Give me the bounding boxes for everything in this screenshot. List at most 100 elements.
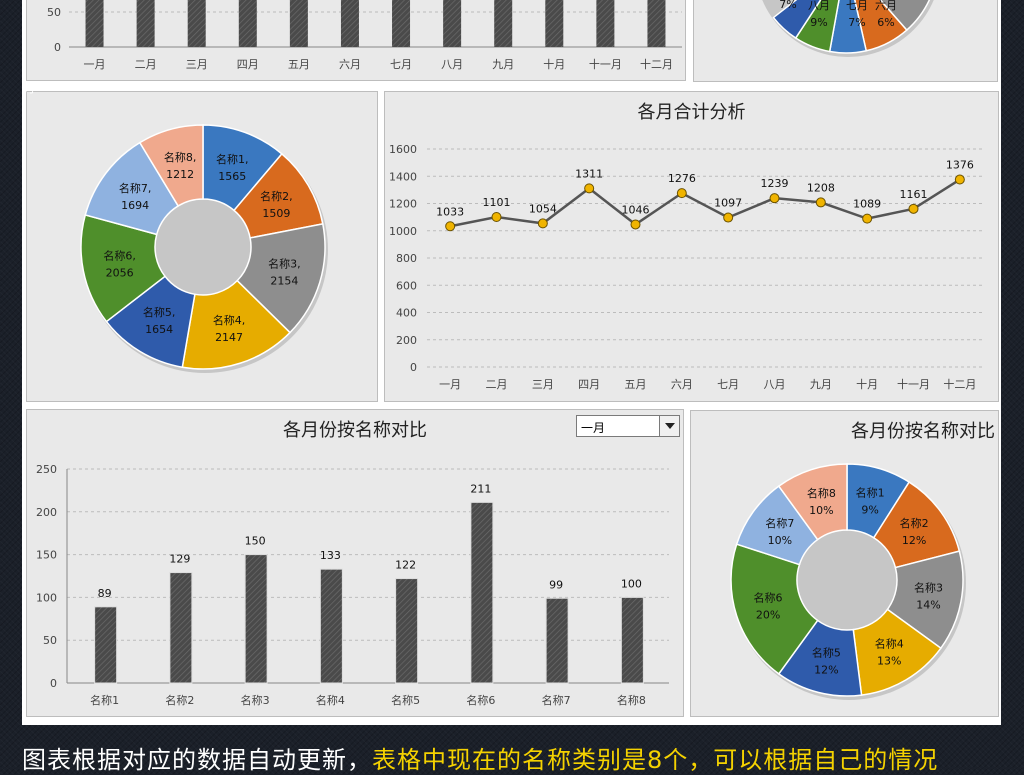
slice-label: 13% bbox=[877, 654, 901, 667]
slice-label: 7% bbox=[779, 0, 796, 11]
x-tick-label: 七月 bbox=[717, 378, 739, 391]
data-label: 100 bbox=[621, 577, 642, 590]
sheet-edge-text: 月 bbox=[24, 82, 35, 95]
bar-chart-title: 各月份按名称对比 bbox=[283, 420, 427, 441]
slice-label: 2154 bbox=[270, 275, 298, 288]
bar bbox=[596, 0, 615, 47]
data-label: 1376 bbox=[946, 159, 974, 172]
bar bbox=[545, 0, 564, 47]
x-tick-label: 六月 bbox=[339, 58, 361, 71]
x-tick-label: 名称3 bbox=[241, 693, 270, 707]
monthly-total-line-chart: 0 200 400 600 800 1000 1200 1400 1600 一月 二月 三月 四月 五月 六… bbox=[389, 143, 983, 391]
data-label: 211 bbox=[470, 482, 491, 495]
slice-label: 12% bbox=[814, 663, 838, 676]
donut-slice bbox=[138, 124, 204, 207]
bar bbox=[289, 0, 308, 47]
month-name-donut-chart: 名称1 9% 名称2 12% 名称3 14% 名称4 13% 名称5 12% 名称6 20% 名称7 10… bbox=[730, 463, 966, 700]
line-chart-title: 各月合计分析 bbox=[637, 102, 746, 123]
slice-label: 10% bbox=[809, 504, 833, 517]
data-point bbox=[954, 174, 965, 185]
donut-chart-title: 各月份按名称对比 bbox=[851, 421, 995, 442]
bar bbox=[340, 0, 359, 47]
y-tick-label: 150 bbox=[36, 549, 57, 562]
x-tick-label: 十二月 bbox=[943, 377, 976, 391]
y-tick-label: 0 bbox=[410, 361, 417, 374]
x-tick-label: 八月 bbox=[441, 58, 463, 71]
data-label: 1097 bbox=[714, 197, 742, 210]
bar bbox=[620, 596, 644, 684]
bar bbox=[238, 0, 257, 47]
spreadsheet-dashboard: 0 50 一月 二月 三月 四月 五月 六月 七月 八月 九月 十月 十一月 十二月 7% 八月 9% 七月 7%… bbox=[22, 0, 1001, 725]
slice-label: 12% bbox=[902, 534, 926, 547]
bar bbox=[470, 501, 494, 684]
bar bbox=[244, 554, 268, 684]
bar bbox=[545, 597, 569, 684]
slice-label: 名称7 bbox=[765, 516, 794, 530]
slice-label: 10% bbox=[768, 534, 792, 547]
dropdown-arrow-button[interactable] bbox=[659, 416, 679, 436]
y-tick-label: 600 bbox=[396, 279, 417, 292]
slice-label: 七月 bbox=[846, 0, 868, 12]
data-point bbox=[862, 213, 873, 224]
names-total-donut-panel: 名称1, 1565 名称2, 1509 名称3, 2154 名称4, 2147 名称5, 1654… bbox=[26, 91, 378, 402]
x-tick-label: 名称5 bbox=[391, 693, 420, 707]
data-point bbox=[908, 203, 919, 214]
x-tick-label: 名称8 bbox=[617, 693, 646, 707]
data-label: 1089 bbox=[853, 198, 881, 211]
caption-part-1: 图表根据对应的数据自动更新， bbox=[22, 746, 372, 774]
month-dropdown[interactable]: 一月 bbox=[576, 415, 680, 437]
x-tick-label: 十月 bbox=[856, 377, 878, 391]
data-label: 1054 bbox=[529, 202, 557, 215]
data-label: 1046 bbox=[622, 203, 650, 216]
bar bbox=[136, 0, 155, 47]
data-label: 1276 bbox=[668, 172, 696, 185]
slice-label: 名称5 bbox=[812, 645, 841, 659]
slice-label: 14% bbox=[916, 599, 940, 612]
x-tick-label: 十一月 bbox=[589, 57, 622, 71]
slice-label: 1565 bbox=[218, 170, 246, 183]
y-tick-label: 800 bbox=[396, 252, 417, 265]
slice-label: 名称4, bbox=[213, 313, 246, 327]
slice-label: 2147 bbox=[215, 331, 243, 344]
caption-text: 图表根据对应的数据自动更新，表格中现在的名称类别是8个，可以根据自己的情况 bbox=[22, 740, 938, 775]
data-point bbox=[815, 197, 826, 208]
y-tick-label: 1600 bbox=[389, 143, 417, 156]
y-tick-label: 50 bbox=[43, 634, 57, 647]
bar bbox=[494, 0, 513, 47]
y-tick-label: 0 bbox=[50, 677, 57, 690]
slice-label: 1694 bbox=[121, 199, 149, 212]
data-label: 150 bbox=[245, 535, 266, 548]
data-point bbox=[445, 221, 456, 232]
top-bar-chart-panel: 0 50 一月 二月 三月 四月 五月 六月 七月 八月 九月 十月 十一月 十二月 bbox=[26, 0, 686, 81]
slice-label: 1212 bbox=[166, 168, 194, 181]
y-tick-label: 1000 bbox=[389, 225, 417, 238]
x-tick-label: 名称1 bbox=[90, 693, 119, 707]
slice-label: 9% bbox=[810, 16, 827, 29]
x-tick-label: 一月 bbox=[439, 378, 461, 391]
y-tick-label: 200 bbox=[396, 334, 417, 347]
y-tick-label: 250 bbox=[36, 463, 57, 476]
slice-label: 八月 bbox=[808, 0, 830, 12]
x-tick-label: 十一月 bbox=[897, 377, 930, 391]
data-point bbox=[537, 218, 548, 229]
x-tick-label: 名称2 bbox=[165, 693, 194, 707]
x-tick-label: 六月 bbox=[671, 378, 693, 391]
slice-label: 名称8 bbox=[807, 486, 836, 500]
x-tick-label: 十二月 bbox=[640, 57, 673, 71]
slice-label: 名称4 bbox=[875, 636, 904, 650]
x-tick-label: 七月 bbox=[390, 58, 412, 71]
data-label: 1239 bbox=[761, 177, 789, 190]
donut-slice bbox=[772, 0, 822, 40]
data-label: 99 bbox=[549, 578, 563, 591]
data-point bbox=[676, 188, 687, 199]
month-dropdown-value: 一月 bbox=[581, 421, 606, 435]
data-label: 1161 bbox=[900, 188, 928, 201]
data-label: 1208 bbox=[807, 181, 835, 194]
slice-label: 名称2, bbox=[260, 189, 293, 203]
x-tick-label: 九月 bbox=[492, 58, 514, 71]
x-tick-label: 五月 bbox=[625, 378, 647, 391]
y-tick-label: 50 bbox=[47, 6, 61, 19]
monthly-total-line-panel: 各月合计分析 0 200 400 600 800 1000 1200 1400 1600 一月 二月… bbox=[384, 91, 999, 402]
slice-label: 名称8, bbox=[164, 150, 197, 164]
month-name-bar-chart: 0 50 100 150 200 250 89 名称1 129 名称2 150 名称3 133 名称4 12… bbox=[36, 463, 669, 707]
